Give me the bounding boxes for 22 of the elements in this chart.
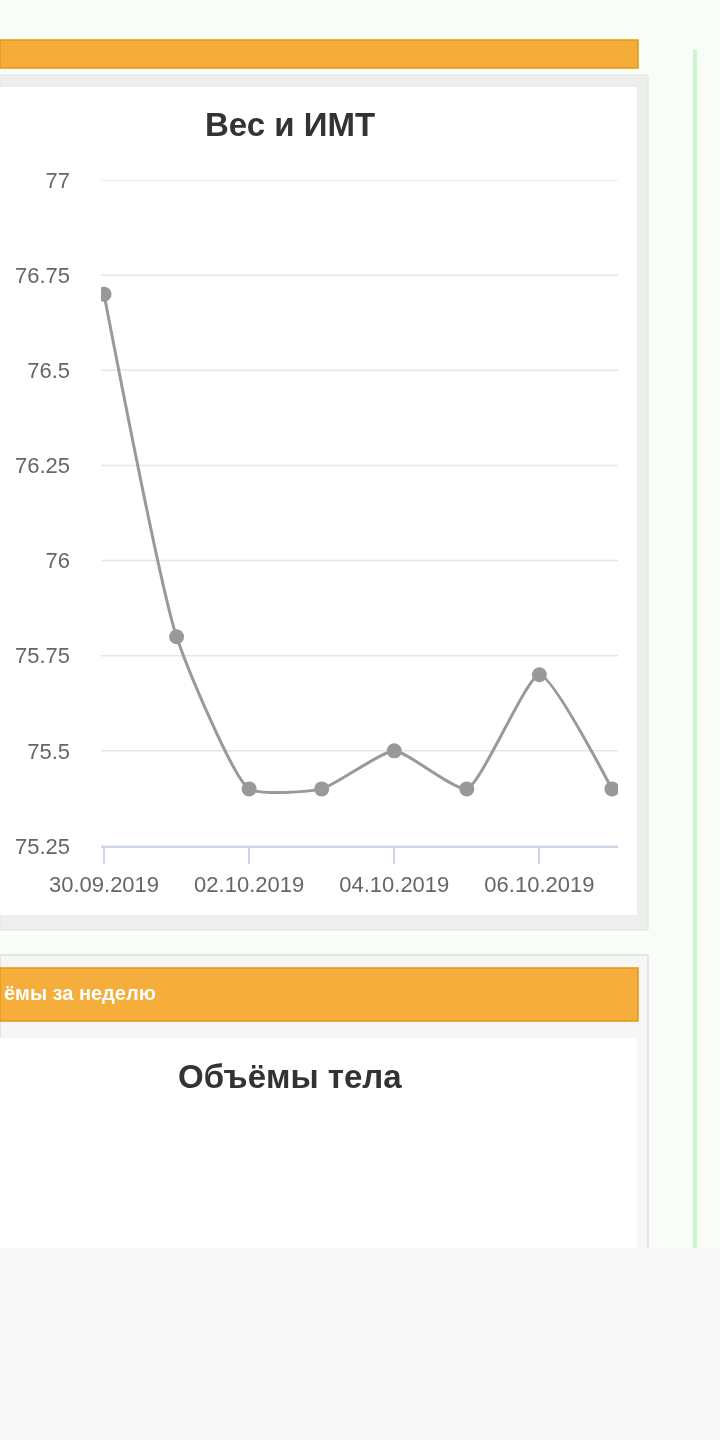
y-tick-label: 76.5 <box>27 357 70 383</box>
x-tick-label: 04.10.2019 <box>339 872 450 898</box>
y-tick-label: 75.5 <box>27 738 70 764</box>
x-tick-label: 06.10.2019 <box>484 872 595 898</box>
text: Объёмы тела <box>178 1058 403 1095</box>
chart-title: Вес и ИМТ <box>205 106 376 143</box>
point <box>459 781 475 797</box>
point <box>386 743 402 759</box>
y-tick-label: 75.75 <box>14 643 70 669</box>
point <box>531 667 547 683</box>
y-tick-label: 76.75 <box>14 262 70 288</box>
point <box>241 781 257 797</box>
y-tick-label: 76 <box>45 548 70 574</box>
point <box>314 781 330 797</box>
y-tick-label: 75.25 <box>14 833 70 859</box>
point <box>169 629 185 645</box>
x-tick-label: 30.09.2019 <box>48 872 160 898</box>
point <box>604 781 618 797</box>
x-tick-label: 02.10.2019 <box>194 872 305 898</box>
y-tick-label: 77 <box>45 167 70 193</box>
y-tick-label: 76.25 <box>14 453 70 479</box>
text: ёмы за неделю <box>4 982 156 1004</box>
